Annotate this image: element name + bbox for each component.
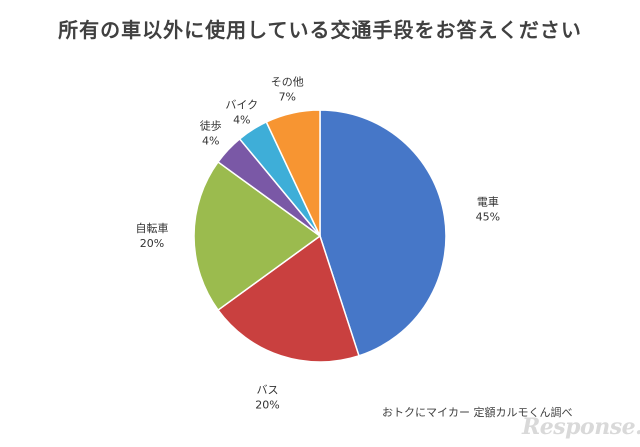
slice-label-5: その他 (271, 76, 304, 89)
slice-value-3: 4% (202, 134, 219, 147)
slice-label-0: 電車 (477, 194, 499, 208)
slice-label-4: バイク (225, 99, 258, 112)
chart-title: 所有の車以外に使用している交通手段をお答えください (58, 18, 582, 42)
pie-slice-2 (193, 160, 322, 312)
slice-value-1: 20% (255, 399, 279, 412)
slice-value-4: 4% (233, 114, 250, 127)
slice-value-5: 7% (279, 91, 296, 104)
watermark-logo: Response. (522, 414, 640, 440)
pie-slice-5 (265, 109, 321, 237)
pie-slice-1 (217, 234, 360, 363)
slice-value-2: 20% (140, 237, 164, 250)
pie-slice-0 (319, 109, 447, 357)
source-note: おトクにマイカー 定額カルモくん調べ (382, 406, 573, 419)
slice-label-1: バス (257, 384, 279, 397)
slice-label-2: 自転車 (136, 221, 169, 235)
slice-value-0: 45% (476, 210, 500, 223)
slice-label-3: 徒歩 (200, 118, 222, 132)
